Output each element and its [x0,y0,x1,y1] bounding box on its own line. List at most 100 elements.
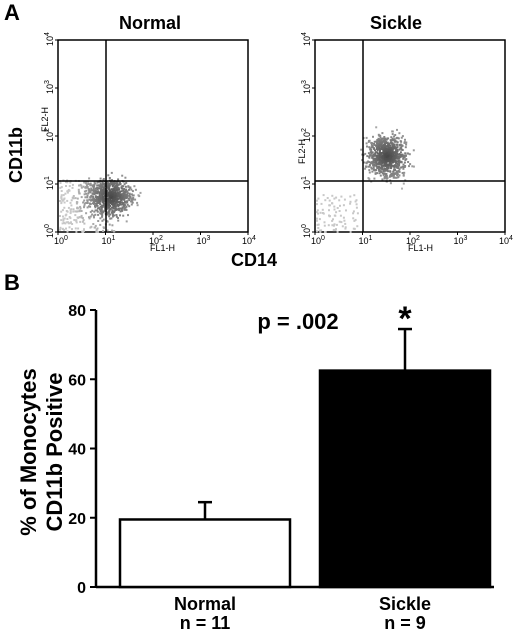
event-dot [70,199,73,202]
event-dot [400,144,403,147]
event-dot [380,159,383,162]
event-dot [369,161,372,164]
event-dot [93,210,96,213]
event-dot [96,201,99,204]
event-dot [133,185,136,188]
event-dot [379,163,382,166]
event-dot [396,156,399,159]
event-dot [74,197,77,200]
event-dot [382,150,385,153]
event-dot [375,163,378,166]
event-dot [99,195,102,198]
event-dot [106,220,108,223]
event-dot [86,200,89,203]
event-dot [395,176,398,179]
event-dot [97,190,100,193]
event-dot [375,142,378,145]
event-dot [391,174,394,177]
event-dot [378,151,381,154]
event-dot [349,231,352,233]
event-dot [94,213,97,216]
event-dot [382,172,384,175]
event-dot [89,215,92,218]
event-dot [103,195,106,197]
event-dot [393,147,396,150]
event-dot [332,229,335,232]
event-dot [372,153,375,156]
event-dot [392,173,395,175]
event-dot [94,205,96,207]
event-dot [331,194,334,197]
event-dot [95,231,98,233]
event-dot [116,180,119,183]
event-dot [376,159,379,162]
event-dot [131,194,134,197]
event-dot [110,188,113,191]
event-dot [323,221,326,224]
event-dot [83,206,85,209]
event-dot [398,162,401,165]
sample-size-normal: n = 11 [180,613,231,632]
event-dot [107,197,110,200]
event-dot [89,182,92,185]
event-dot [125,197,128,200]
event-dot [389,153,392,156]
event-dot [390,164,393,166]
event-dot [391,157,394,159]
event-dot [59,186,62,189]
event-dot [384,156,386,159]
event-dot [99,192,102,195]
event-dot [93,201,96,204]
event-dot [113,187,116,190]
event-dot [317,197,320,200]
event-dot [101,211,103,213]
event-dot [400,160,403,163]
event-dot [105,192,108,195]
event-dot [398,132,401,135]
event-dot [389,170,392,173]
event-dot [126,190,129,193]
event-dot [388,149,391,152]
event-dot [379,174,382,177]
event-dot [115,208,118,211]
event-dot [113,214,116,217]
event-dot [66,199,69,202]
event-dot [385,145,387,148]
event-dot [97,187,100,190]
event-dot [373,164,376,167]
event-dot [381,165,383,168]
event-dot [368,156,371,159]
event-dot [99,187,102,190]
event-dot [366,161,369,164]
plot-title-normal: Normal [119,13,181,33]
event-dot [120,207,123,210]
event-dot [94,206,97,209]
event-dot [126,192,129,195]
event-dot [117,219,120,222]
event-dot [120,190,123,193]
event-dot [401,155,404,158]
event-dot [380,152,383,155]
event-dot [112,205,115,208]
event-dot [396,146,399,149]
event-dot [65,181,68,184]
event-dot [109,213,112,216]
event-dot [119,210,122,213]
event-dot [394,172,397,175]
event-dot [96,198,99,201]
event-dot [107,185,110,188]
event-dot [382,173,385,176]
event-dot [126,203,129,206]
event-dot [120,198,123,201]
event-dot [99,223,102,226]
event-dot [394,134,397,136]
event-dot [124,200,127,203]
event-dot [385,174,388,177]
event-dot [109,198,112,201]
event-dot [324,199,327,202]
event-dot [382,145,384,147]
event-dot [392,174,395,177]
event-dot [93,190,95,193]
event-dot [108,215,111,218]
event-dot [67,221,70,224]
